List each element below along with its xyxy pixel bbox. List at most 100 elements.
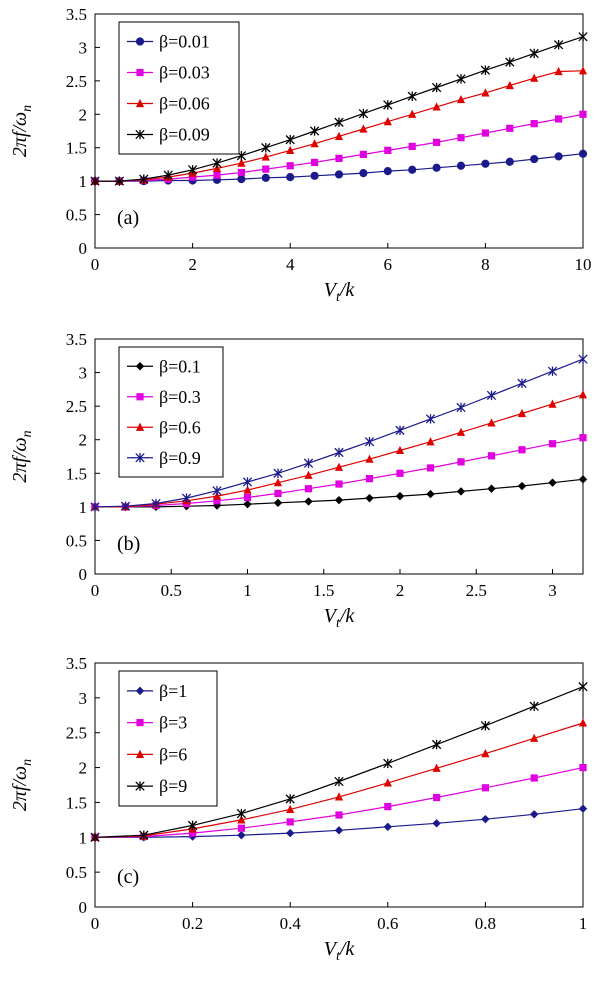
data-point [433, 793, 441, 802]
data-point [530, 810, 539, 819]
data-point [555, 115, 563, 123]
x-tick-label: 0.6 [377, 914, 398, 933]
data-point [189, 173, 197, 181]
data-point [383, 822, 392, 832]
data-point [578, 682, 588, 692]
data-point [548, 440, 557, 448]
y-tick-label: 3.5 [66, 5, 87, 24]
legend-label: β=0.6 [159, 417, 201, 437]
data-point [310, 139, 319, 148]
data-point [487, 484, 496, 493]
data-point [530, 733, 539, 742]
data-point [480, 65, 491, 75]
y-tick-label: 3.5 [66, 330, 87, 349]
y-tick-label: 1 [79, 172, 88, 191]
data-point [212, 163, 222, 173]
data-point [426, 489, 435, 499]
data-point [187, 165, 198, 175]
x-tick-label: 1 [579, 914, 588, 933]
data-point [365, 493, 374, 503]
data-point [334, 826, 344, 835]
data-point [506, 124, 514, 132]
x-tick-label: 0 [91, 581, 100, 600]
data-point [456, 402, 466, 413]
legend-label: β=0.06 [159, 94, 210, 114]
y-axis-label: 2πf/ωn [9, 105, 35, 157]
legend-marker [136, 719, 144, 727]
panel-label: (c) [117, 866, 139, 888]
x-tick-label: 10 [575, 255, 592, 274]
x-tick-label: 6 [384, 255, 393, 274]
data-point [548, 478, 557, 487]
data-point [529, 48, 539, 59]
y-tick-label: 3 [79, 38, 88, 57]
data-point [163, 170, 173, 180]
data-point [547, 366, 558, 376]
data-point [261, 143, 271, 153]
legend-marker [135, 781, 145, 791]
y-tick-label: 1 [79, 498, 88, 517]
plot-frame [94, 338, 584, 575]
data-point [358, 108, 369, 119]
x-axis-label: Vt/k [324, 605, 356, 631]
data-point [518, 446, 526, 454]
y-tick-label: 1.5 [66, 464, 87, 483]
legend: β=0.1 β=0.3 β=0.6 β=0.9 [118, 346, 224, 478]
data-point [553, 40, 564, 50]
data-point [286, 828, 295, 838]
data-point [189, 829, 197, 837]
legend-marker [135, 422, 145, 431]
x-tick-label: 3 [548, 581, 557, 600]
legend-marker [136, 393, 144, 401]
data-point [487, 452, 496, 460]
data-point [384, 803, 392, 811]
data-point [286, 145, 295, 154]
data-point [311, 158, 319, 167]
y-tick-label: 0 [79, 898, 88, 917]
legend-marker [135, 749, 145, 758]
legend-label: β=0.01 [159, 32, 210, 52]
data-point [120, 501, 131, 511]
data-point [456, 427, 466, 436]
legend-label: β=0.9 [159, 448, 201, 468]
data-point [304, 485, 313, 493]
x-tick-label: 0.2 [182, 914, 203, 933]
x-tick-label: 0.5 [161, 581, 182, 600]
data-point [433, 138, 441, 146]
data-point [383, 100, 393, 110]
legend-label: β=0.3 [159, 387, 201, 407]
data-point [237, 168, 245, 177]
data-point [408, 109, 417, 118]
data-point [548, 399, 557, 408]
data-point [243, 499, 252, 509]
data-point [262, 165, 270, 173]
data-point [530, 774, 538, 782]
legend-marker [135, 453, 145, 463]
data-point [90, 502, 100, 512]
chart-panel-2: 0 0.5 1 1.5 2 2.5 3 3.5 0 0.5 1 1.5 2 2.5 3 Vt/k 2πf/ωn β… [9, 330, 588, 631]
data-point [213, 497, 221, 505]
legend-label: β=1 [159, 681, 187, 701]
legend-marker [135, 362, 145, 371]
data-point [457, 458, 465, 466]
data-point [505, 80, 514, 90]
data-point [304, 470, 313, 479]
data-point [384, 146, 392, 154]
legend: β=0.01 β=0.03 β=0.06 β=0.09 [118, 21, 240, 155]
data-point [529, 701, 539, 711]
data-point [334, 776, 344, 787]
data-point [554, 152, 563, 161]
data-point [286, 818, 294, 826]
data-point [579, 434, 587, 442]
y-tick-label: 2.5 [66, 397, 87, 416]
x-tick-label: 8 [481, 255, 490, 274]
data-point [237, 175, 246, 184]
legend-label: β=0.1 [159, 356, 201, 376]
data-point [578, 149, 588, 158]
data-point [364, 437, 375, 447]
data-point [408, 165, 417, 174]
chart-panel-1: 00.511.522.533.50 2 4 6 8 10Vt/k2πf/ωnβ=0.01β… [9, 5, 592, 305]
data-point [334, 792, 344, 801]
y-tick-label: 2.5 [66, 724, 87, 743]
data-point [365, 475, 374, 483]
